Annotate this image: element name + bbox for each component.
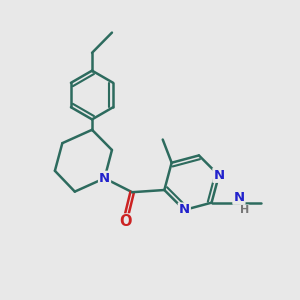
- Text: O: O: [119, 214, 132, 230]
- Text: N: N: [99, 172, 110, 185]
- Text: N: N: [213, 169, 224, 182]
- Text: H: H: [240, 205, 249, 215]
- Text: N: N: [179, 203, 190, 217]
- Text: N: N: [233, 191, 244, 204]
